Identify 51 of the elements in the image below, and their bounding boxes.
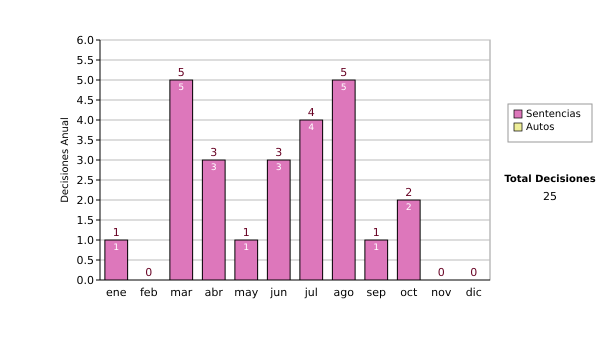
total-label: 4 bbox=[308, 106, 315, 119]
x-tick-label: sep bbox=[366, 286, 386, 299]
x-tick-label: abr bbox=[204, 286, 224, 299]
x-tick-label: may bbox=[234, 286, 259, 299]
total-label: 3 bbox=[275, 146, 282, 159]
y-tick-label: 4.5 bbox=[76, 94, 94, 107]
x-tick-label: ene bbox=[106, 286, 127, 299]
y-tick-label: 4.0 bbox=[76, 114, 94, 127]
data-label: 3 bbox=[276, 163, 282, 173]
data-label: 4 bbox=[308, 123, 314, 133]
total-label: 0 bbox=[438, 266, 445, 279]
y-tick-label: 3.0 bbox=[76, 154, 94, 167]
legend-label: Sentencias bbox=[526, 109, 581, 120]
x-tick-label: mar bbox=[170, 286, 193, 299]
y-tick-label: 5.5 bbox=[76, 54, 94, 67]
y-tick-label: 3.5 bbox=[76, 134, 94, 147]
y-tick-label: 5.0 bbox=[76, 74, 94, 87]
data-label: 5 bbox=[340, 83, 347, 93]
data-label: 3 bbox=[210, 163, 217, 173]
y-tick-label: 2.0 bbox=[76, 194, 94, 207]
x-tick-label: ago bbox=[334, 286, 354, 299]
data-label: 1 bbox=[243, 243, 250, 253]
total-label: 1 bbox=[372, 226, 380, 239]
y-tick-label: 2.5 bbox=[76, 174, 94, 187]
text: 25 bbox=[543, 190, 557, 203]
data-label: 1 bbox=[373, 243, 380, 253]
total-label: 0 bbox=[145, 266, 152, 279]
total-label: 1 bbox=[242, 226, 250, 239]
total-label: 5 bbox=[340, 66, 348, 79]
y-axis-title: Decisiones Anual bbox=[60, 117, 71, 203]
y-tick-label: 6.0 bbox=[76, 34, 94, 47]
x-tick-label: nov bbox=[431, 286, 452, 299]
total-label: 3 bbox=[210, 146, 218, 159]
total-label: 0 bbox=[470, 266, 478, 279]
data-label: 2 bbox=[406, 203, 412, 213]
y-tick-label: 0.5 bbox=[76, 254, 94, 267]
x-tick-label: feb bbox=[140, 286, 158, 299]
y-tick-label: 1.0 bbox=[76, 234, 94, 247]
x-tick-label: jul bbox=[304, 286, 318, 299]
total-label: 5 bbox=[178, 66, 185, 79]
y-tick-label: 0.0 bbox=[76, 274, 94, 287]
x-tick-label: jun bbox=[269, 286, 288, 299]
x-tick-label: dic bbox=[466, 286, 482, 299]
legend-label: Autos bbox=[526, 122, 554, 133]
data-label: 5 bbox=[178, 83, 184, 93]
x-tick-label: oct bbox=[400, 286, 418, 299]
total-label: 2 bbox=[405, 186, 412, 199]
text: Total Decisiones bbox=[504, 174, 596, 185]
y-tick-label: 1.5 bbox=[76, 214, 94, 227]
total-label: 1 bbox=[112, 226, 120, 239]
data-label: 1 bbox=[113, 243, 120, 253]
